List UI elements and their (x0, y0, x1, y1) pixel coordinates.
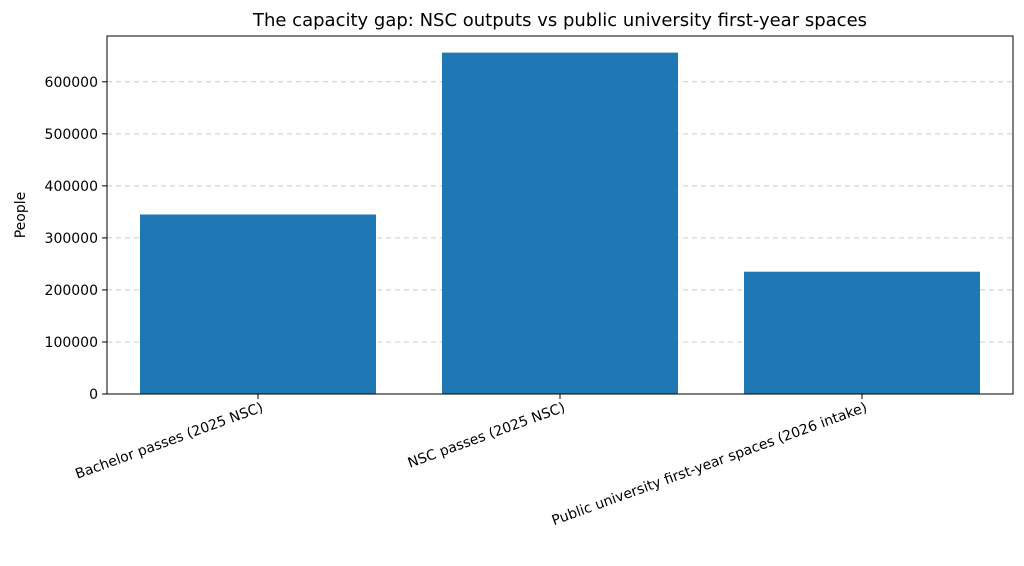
bar (140, 214, 376, 394)
x-axis: Bachelor passes (2025 NSC) NSC passes (20… (73, 394, 869, 529)
chart-title: The capacity gap: NSC outputs vs public … (252, 10, 867, 31)
y-tick-label: 0 (89, 387, 98, 403)
x-tick-label: NSC passes (2025 NSC) (406, 400, 568, 472)
bar (442, 52, 678, 395)
bars (140, 52, 980, 395)
bar (744, 271, 980, 394)
x-tick-label: Public university first-year spaces (202… (550, 400, 870, 529)
x-tick-label: Bachelor passes (2025 NSC) (73, 400, 265, 483)
y-axis-label: People (13, 192, 29, 239)
y-tick-label: 200000 (45, 283, 98, 299)
y-tick-label: 400000 (45, 179, 98, 195)
y-tick-label: 300000 (45, 231, 98, 247)
y-tick-label: 500000 (45, 127, 98, 143)
y-tick-label: 100000 (45, 335, 98, 351)
y-axis: 0 100000 200000 300000 400000 500000 600000 (45, 75, 107, 403)
y-tick-label: 600000 (45, 75, 98, 91)
